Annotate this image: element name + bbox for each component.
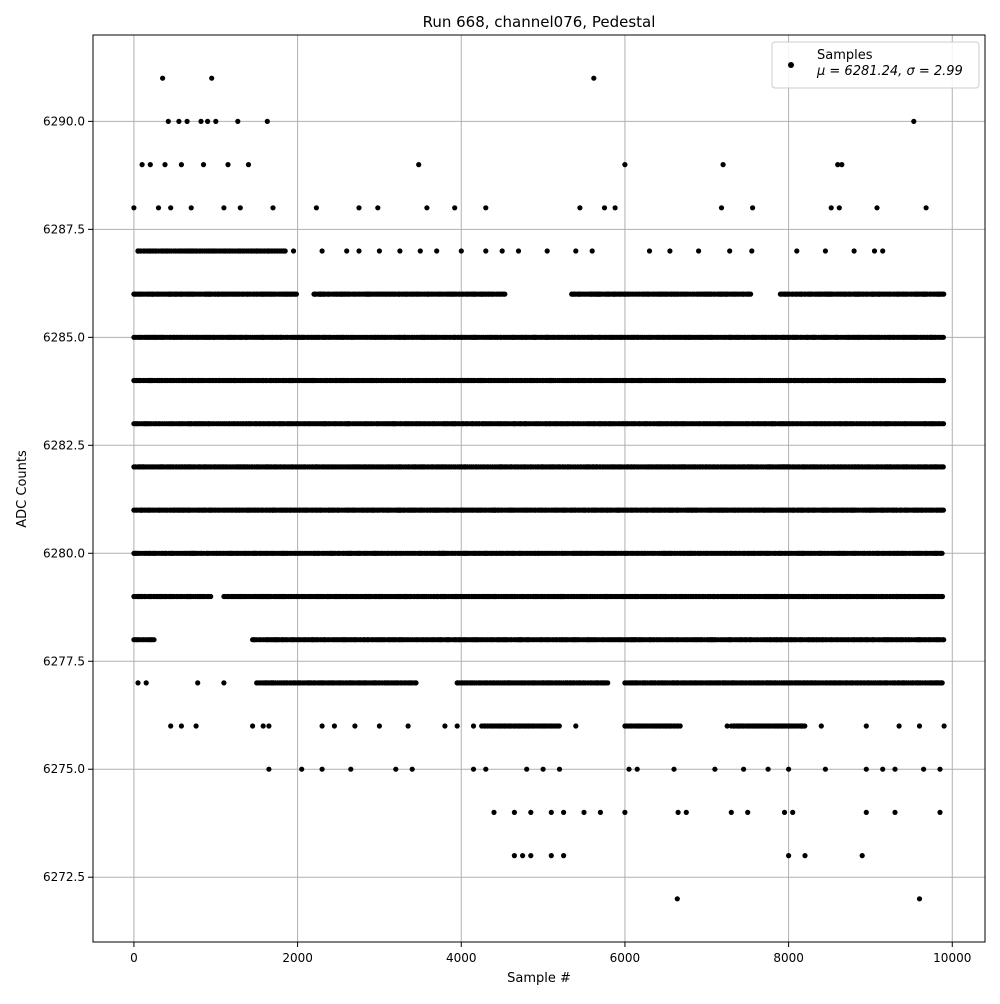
- sample-point: [941, 378, 946, 383]
- sample-point: [941, 464, 946, 469]
- sample-point: [413, 680, 418, 685]
- sample-point: [941, 335, 946, 340]
- sample-point: [941, 508, 946, 513]
- sample-point: [283, 248, 288, 253]
- sample-point: [941, 637, 946, 642]
- sample-point: [940, 594, 945, 599]
- sample-point: [941, 421, 946, 426]
- sample-point: [605, 680, 610, 685]
- sample-point: [151, 637, 156, 642]
- sample-point: [941, 292, 946, 297]
- sample-point: [294, 292, 299, 297]
- sample-point: [940, 551, 945, 556]
- sample-point: [502, 292, 507, 297]
- sample-point: [748, 292, 753, 297]
- sample-point: [208, 594, 213, 599]
